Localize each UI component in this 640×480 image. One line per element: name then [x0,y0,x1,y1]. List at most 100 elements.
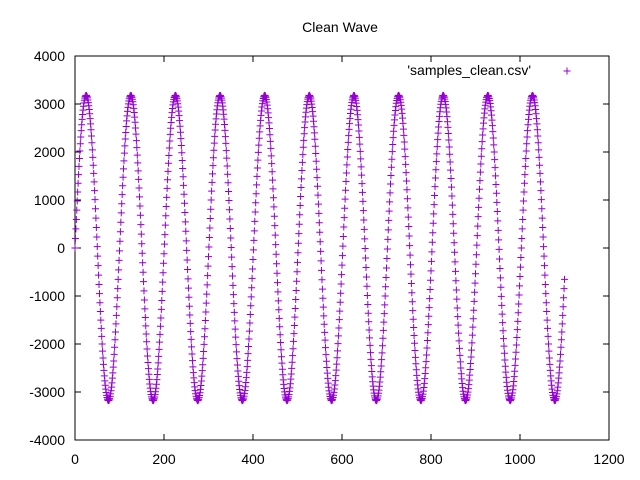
data-point [520,188,528,196]
data-point [537,196,545,204]
y-tick-label: 0 [57,240,65,256]
data-point [143,345,151,353]
data-point [513,333,521,341]
data-point [270,203,278,211]
data-point [205,243,213,251]
data-point [315,219,323,227]
data-point [119,182,127,190]
data-point [208,178,216,186]
data-point [266,131,274,139]
data-point [142,330,150,338]
data-point [434,129,442,137]
data-point [471,288,479,296]
data-point [499,319,507,327]
data-point [400,131,408,139]
data-point [511,367,519,375]
data-point [334,332,342,340]
data-point [451,267,459,275]
data-point [224,170,232,178]
data-point [423,337,431,345]
data-point [512,348,520,356]
data-point [559,311,567,319]
data-point [295,220,303,228]
data-point [203,290,211,298]
data-point [137,230,145,238]
data-point [251,208,259,216]
data-point [433,143,441,151]
x-tick-label: 0 [71,451,79,467]
data-point [544,324,552,332]
data-point [98,332,106,340]
data-point [164,176,172,184]
data-point [448,192,456,200]
data-point [518,225,526,233]
data-point [136,211,144,219]
data-point [334,347,342,355]
data-point [520,197,528,205]
data-point [362,254,370,262]
data-point [233,355,241,363]
data-point [161,221,169,229]
data-point [119,173,127,181]
data-point [248,284,256,292]
data-point [136,202,144,210]
data-point [545,354,553,362]
data-point [183,246,191,254]
data-point [208,187,216,195]
data-point [182,227,190,235]
data-point [200,333,208,341]
data-point [489,134,497,142]
data-point [320,312,328,320]
data-point [179,164,187,172]
data-point [272,250,280,258]
data-point [541,280,549,288]
data-point [251,217,259,225]
data-point [408,289,416,297]
data-point [515,291,523,299]
data-point [501,356,509,364]
data-point [336,307,344,315]
data-point [432,158,440,166]
data-point [199,361,207,369]
data-point [180,190,188,198]
data-point [403,186,411,194]
data-point [354,121,362,129]
data-point [297,184,305,192]
data-point [246,311,254,319]
data-point [155,345,163,353]
data-point [557,343,565,351]
data-point [314,182,322,190]
data-point [450,229,458,237]
data-point [93,233,101,241]
data-point [160,250,168,258]
data-point [385,216,393,224]
data-point [523,140,531,148]
data-point [411,353,419,361]
data-point [399,125,407,133]
data-point [381,301,389,309]
y-tick-label: 1000 [34,192,65,208]
data-point [474,222,482,230]
data-point [206,215,214,223]
data-point [468,331,476,339]
data-point [156,338,164,346]
data-point [112,311,120,319]
data-point [383,255,391,263]
data-point [75,162,83,170]
data-point [201,325,209,333]
data-point [453,304,461,312]
data-point [179,173,187,181]
data-point [277,353,285,361]
data-point [140,287,148,295]
data-point [405,232,413,240]
data-point [96,299,104,307]
data-point [120,157,128,165]
data-point [430,210,438,218]
x-tick-label: 200 [152,451,176,467]
data-point [497,283,505,291]
data-point [387,163,395,171]
data-point [225,197,233,205]
data-point [319,294,327,302]
data-point [267,152,275,160]
data-point [90,178,98,186]
